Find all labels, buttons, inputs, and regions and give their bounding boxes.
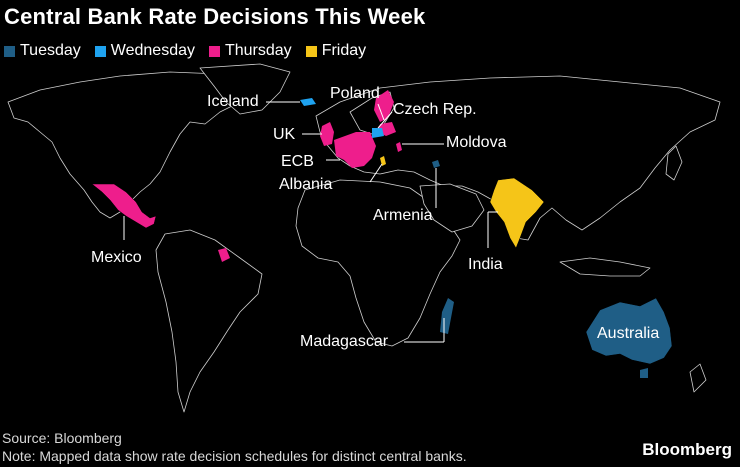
country-armenia — [432, 160, 440, 168]
data-note: Note: Mapped data show rate decision sch… — [2, 448, 467, 464]
landmass-japan — [665, 145, 683, 181]
country-uk — [320, 122, 334, 146]
landmass-new-zealand — [689, 363, 707, 393]
legend: Tuesday Wednesday Thursday Friday — [4, 42, 366, 60]
legend-label-wednesday: Wednesday — [110, 42, 195, 59]
country-mexico — [91, 183, 157, 229]
legend-item-tuesday: Tuesday — [4, 42, 81, 60]
label-armenia: Armenia — [373, 207, 433, 224]
legend-swatch-thursday — [208, 45, 220, 57]
chart-title: Central Bank Rate Decisions This Week — [4, 4, 426, 29]
country-india — [489, 177, 545, 249]
landmass-north-america — [7, 71, 251, 219]
legend-swatch-tuesday — [4, 45, 15, 57]
country-ecb-area — [334, 132, 376, 168]
country-moldova — [396, 142, 402, 152]
legend-label-thursday: Thursday — [224, 42, 292, 59]
label-albania: Albania — [279, 176, 333, 193]
label-madagascar: Madagascar — [300, 333, 389, 350]
landmass-indonesia — [559, 257, 651, 277]
label-czech: Czech Rep. — [393, 101, 477, 118]
leader-lines — [123, 101, 498, 343]
label-poland: Poland — [330, 85, 380, 102]
country-madagascar — [440, 298, 454, 334]
label-uk: UK — [273, 126, 296, 143]
world-map — [7, 63, 721, 413]
country-iceland — [300, 98, 316, 106]
country-nordic — [374, 90, 394, 122]
legend-item-friday: Friday — [305, 42, 367, 60]
legend-item-wednesday: Wednesday — [94, 42, 195, 60]
label-iceland: Iceland — [207, 93, 259, 110]
legend-label-tuesday: Tuesday — [20, 42, 81, 59]
country-australia — [585, 297, 673, 365]
legend-label-friday: Friday — [321, 42, 367, 59]
legend-item-thursday: Thursday — [208, 42, 292, 60]
legend-swatch-wednesday — [94, 45, 106, 57]
landmass-eurasia — [315, 75, 721, 241]
country-tasmania — [640, 368, 648, 378]
label-india: India — [468, 256, 503, 273]
label-ecb: ECB — [281, 153, 314, 170]
country-czech — [372, 128, 384, 138]
label-australia: Australia — [597, 325, 660, 342]
landmass-south-america — [155, 229, 263, 413]
legend-swatch-friday — [305, 45, 317, 57]
label-mexico: Mexico — [91, 249, 142, 266]
bloomberg-logo: Bloomberg — [642, 440, 732, 459]
country-guyana — [218, 248, 230, 262]
country-albania — [380, 156, 386, 166]
label-moldova: Moldova — [446, 134, 507, 151]
source-note: Source: Bloomberg — [2, 430, 122, 446]
